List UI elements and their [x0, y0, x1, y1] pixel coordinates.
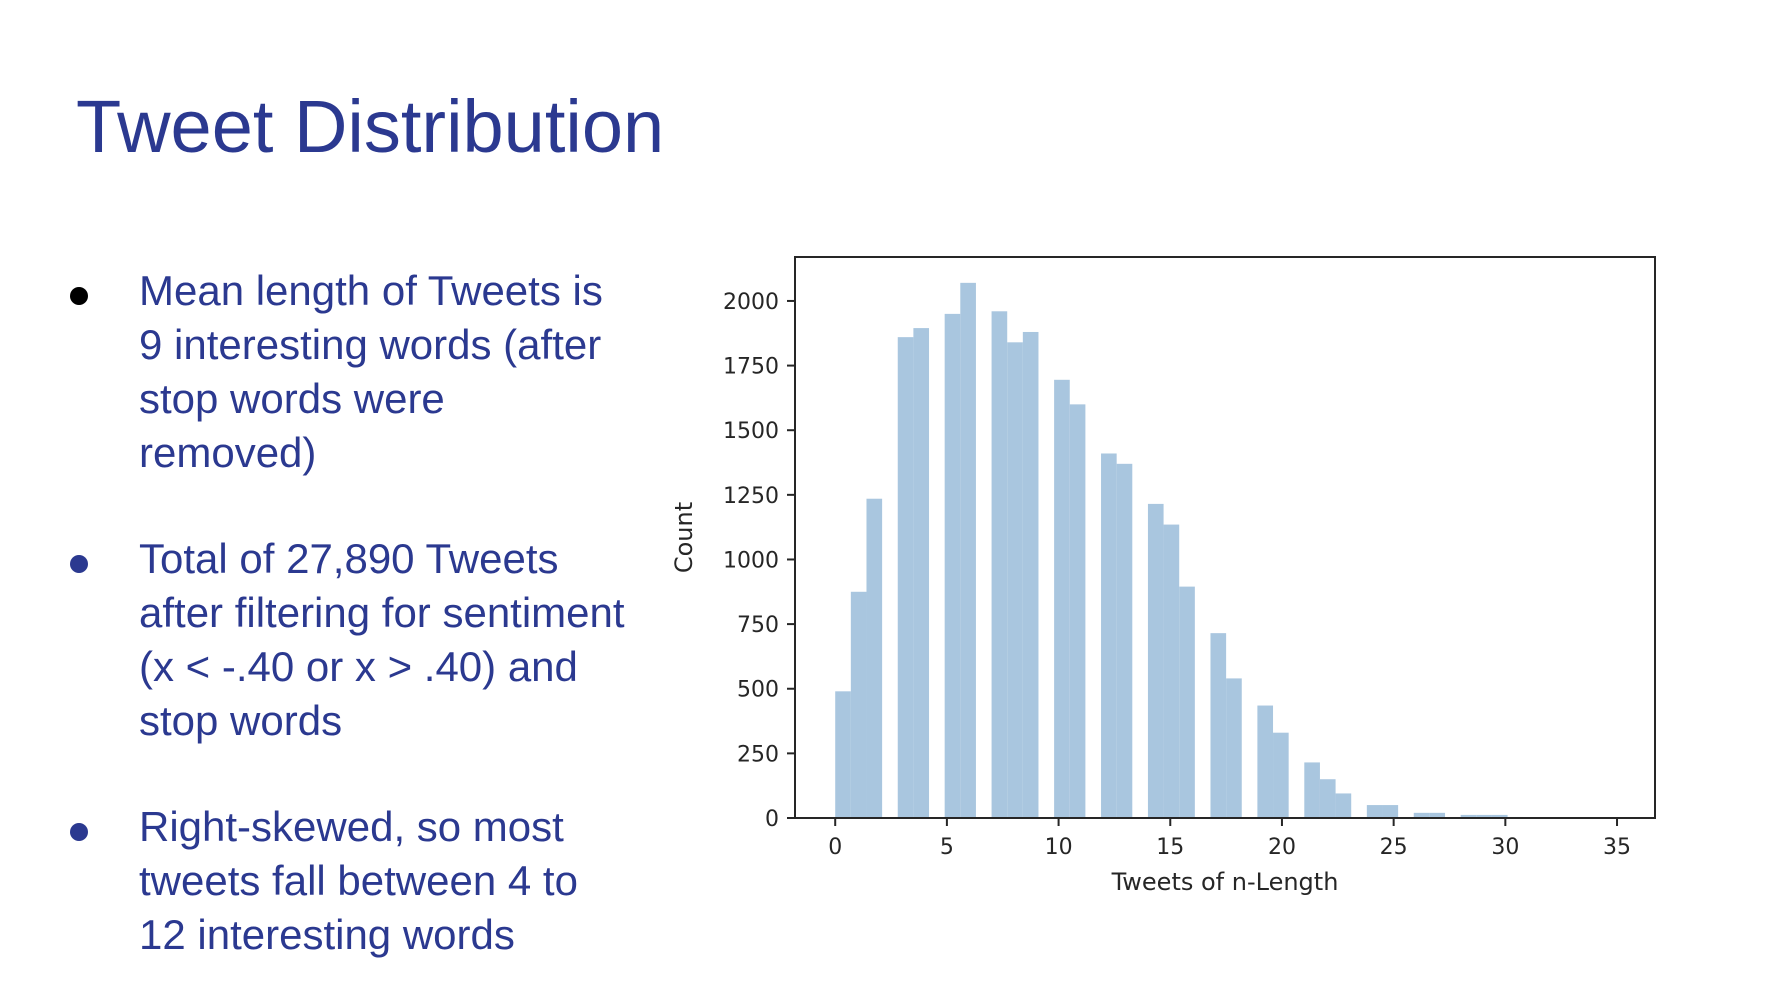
histogram-bar	[991, 311, 1008, 818]
histogram-bar	[1382, 805, 1399, 818]
histogram-bar	[913, 328, 930, 818]
histogram-bar	[1335, 793, 1352, 818]
y-tick-label: 750	[737, 613, 779, 638]
histogram-bar	[866, 498, 883, 818]
histogram-bar	[1069, 404, 1086, 818]
y-tick-label: 1250	[723, 484, 779, 509]
histogram-bar	[850, 591, 867, 818]
histogram-bar	[1366, 805, 1383, 818]
histogram-bar	[1054, 379, 1070, 818]
y-axis-ticks: 0 250 500 750 1000 1250 1500 1750 2000	[723, 290, 795, 832]
x-axis-label: Tweets of n-Length	[1111, 868, 1339, 896]
histogram-bar	[1210, 633, 1227, 818]
plot-frame	[794, 256, 1656, 819]
x-tick-label: 25	[1380, 835, 1408, 860]
x-tick-label: 30	[1491, 835, 1519, 860]
x-tick-label: 5	[940, 835, 954, 860]
x-tick-label: 35	[1603, 835, 1631, 860]
histogram-bar	[1476, 814, 1492, 818]
y-tick-label: 1000	[723, 548, 779, 573]
histogram-bar	[1101, 453, 1117, 818]
histogram-bar	[1429, 812, 1446, 818]
bullet-dot-icon	[70, 287, 88, 305]
bars-layer	[835, 282, 1618, 819]
histogram-bar	[1022, 331, 1039, 818]
bullet-text: Right-skewed, so most tweets fall betwee…	[139, 803, 578, 958]
histogram-bar	[1163, 524, 1180, 818]
histogram-bar	[1273, 732, 1289, 818]
bullet-dot-icon	[70, 555, 88, 573]
x-tick-label: 0	[828, 835, 842, 860]
x-axis-ticks: 0 5 10 15 20 25 30 35	[828, 818, 1631, 860]
y-axis-label: Count	[670, 502, 698, 573]
bullet-list: Mean length of Tweets is 9 interesting w…	[0, 0, 640, 990]
bullet-text: Mean length of Tweets is 9 interesting w…	[139, 267, 603, 476]
x-tick-label: 10	[1045, 835, 1073, 860]
histogram-bar	[1413, 812, 1430, 818]
y-tick-label: 250	[737, 742, 779, 767]
histogram-bar	[1319, 779, 1336, 818]
histogram-bar	[1304, 762, 1320, 818]
histogram-bar	[1460, 814, 1477, 818]
histogram-bar	[1116, 463, 1133, 818]
histogram-bar	[1491, 814, 1508, 818]
histogram-bar	[944, 313, 961, 818]
bullet-text: Total of 27,890 Tweets after filtering f…	[139, 535, 625, 744]
histogram-bar	[897, 337, 914, 818]
histogram-svg: 0 5 10 15 20 25 30 35 0 250 500 750 1000 1250 1500 175…	[670, 256, 1656, 896]
x-tick-label: 15	[1156, 835, 1184, 860]
x-tick-label: 20	[1268, 835, 1296, 860]
histogram-bar	[1179, 586, 1195, 818]
y-tick-label: 500	[737, 678, 779, 703]
y-tick-label: 2000	[723, 290, 779, 315]
histogram-chart: 0 5 10 15 20 25 30 35 0 250 500 750 1000 1250 1500 175…	[650, 230, 1690, 910]
slide-title: Tweet Distribution	[76, 85, 665, 168]
histogram-bar	[1226, 678, 1242, 818]
y-tick-label: 1750	[723, 355, 779, 380]
y-tick-label: 1500	[723, 419, 779, 444]
histogram-bar	[1007, 342, 1023, 818]
histogram-bar	[835, 691, 851, 818]
histogram-bar	[1257, 705, 1274, 818]
bullet-dot-icon	[70, 823, 88, 841]
histogram-bar	[1147, 503, 1164, 818]
y-tick-label: 0	[765, 807, 779, 832]
histogram-bar	[960, 282, 976, 819]
